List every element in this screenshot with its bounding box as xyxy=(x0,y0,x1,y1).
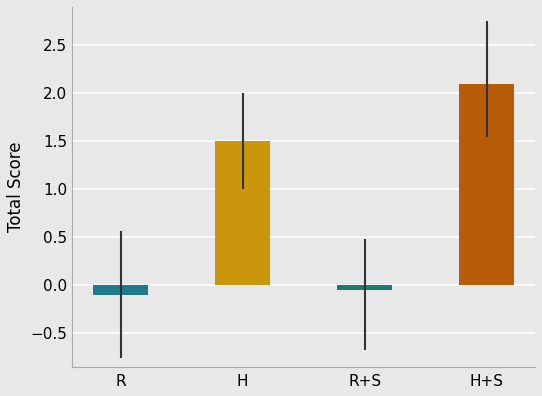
Bar xyxy=(215,141,270,286)
Bar xyxy=(93,286,148,295)
Y-axis label: Total Score: Total Score xyxy=(7,142,25,232)
Bar xyxy=(337,286,392,290)
Bar xyxy=(459,84,514,286)
